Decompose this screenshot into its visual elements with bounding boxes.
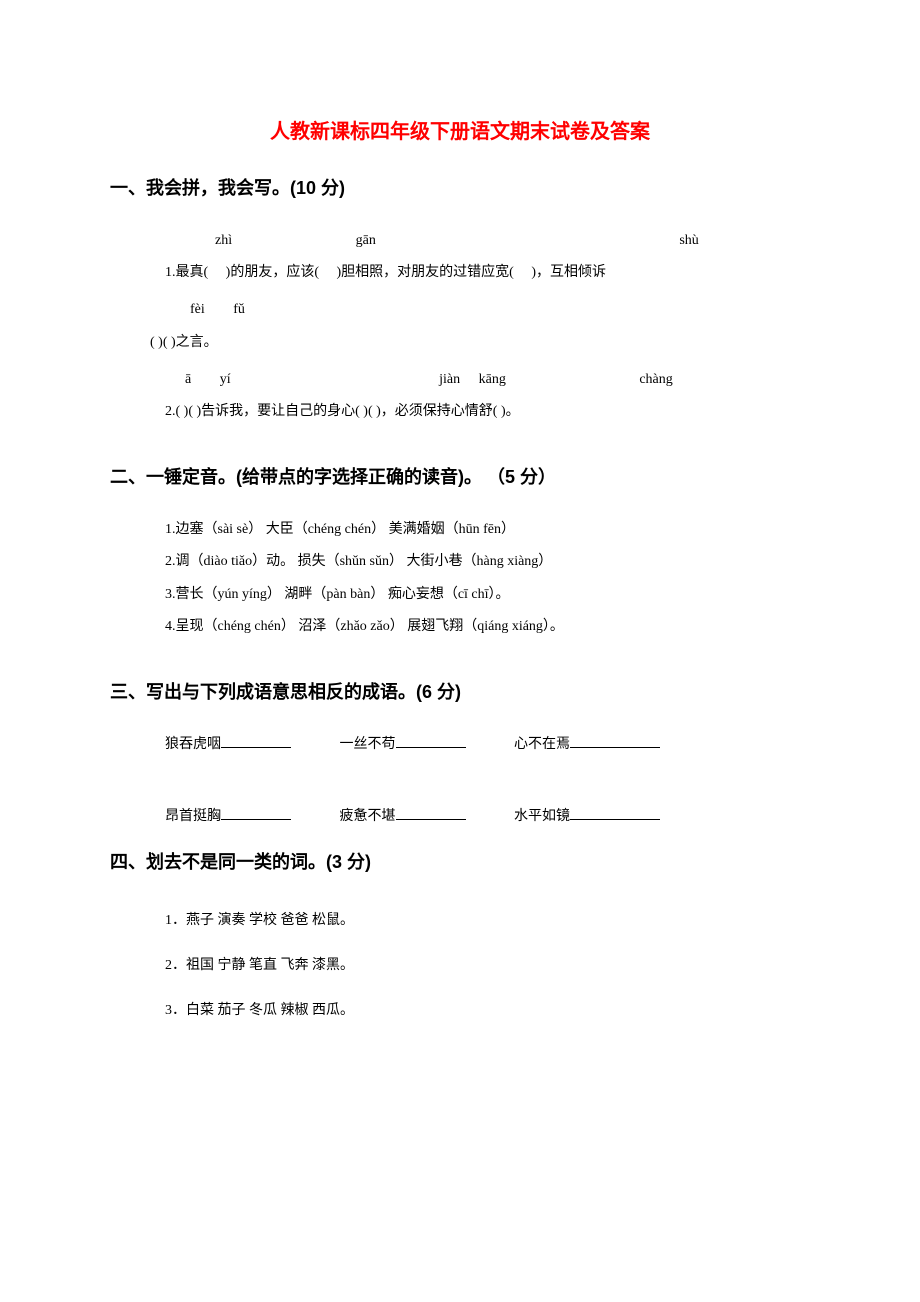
q1-text: 1.最真( <box>165 265 208 280</box>
section4-header: 四、划去不是同一类的词。(3 分) <box>110 848 810 874</box>
question-1-cont: ( )( )之言。 <box>150 327 810 359</box>
section4-item: 1．燕子 演奏 学校 爸爸 松鼠。 <box>165 899 810 944</box>
pinyin-text: yí <box>220 364 231 396</box>
idiom-row-2: 昂首挺胸 疲惫不堪 水平如镜 <box>165 801 810 833</box>
question-2-line: 2.( )( )告诉我，要让自己的身心( )( )，必须保持心情舒( )。 <box>165 396 810 428</box>
section2-content: 1.边塞（sài sè） 大臣（chéng chén） 美满婚姻（hūn fēn… <box>110 514 810 643</box>
idiom-item: 疲惫不堪 <box>340 801 466 833</box>
idiom-text: 狼吞虎咽 <box>165 737 221 752</box>
pinyin-text: jiàn <box>439 364 460 396</box>
idiom-text: 一丝不苟 <box>340 737 396 752</box>
pinyin-text: shù <box>679 225 698 257</box>
idiom-item: 一丝不苟 <box>340 729 466 761</box>
blank-underline <box>396 734 466 748</box>
section1-content: zhì gān shù 1.最真( )的朋友，应该( )胆相照，对朋友的过错应宽… <box>110 225 810 428</box>
section4-content: 1．燕子 演奏 学校 爸爸 松鼠。 2．祖国 宁静 笔直 飞奔 漆黑。 3．白菜… <box>110 899 810 1033</box>
section2-item: 2.调（diào tiǎo）动。 损失（shǔn sǔn） 大街小巷（hàng … <box>165 546 810 578</box>
pinyin-text: gān <box>356 225 376 257</box>
idiom-text: 疲惫不堪 <box>340 809 396 824</box>
section2-item: 4.呈现（chéng chén） 沼泽（zhǎo zǎo） 展翅飞翔（qiáng… <box>165 611 810 643</box>
blank-underline <box>221 734 291 748</box>
pinyin-text: kāng <box>479 364 506 396</box>
idiom-text: 心不在焉 <box>514 737 570 752</box>
pinyin-text: chàng <box>639 364 672 396</box>
section4-item: 3．白菜 茄子 冬瓜 辣椒 西瓜。 <box>165 989 810 1034</box>
q1-text: )，互相倾诉 <box>531 265 606 280</box>
q1-text: )的朋友，应该( <box>226 265 319 280</box>
document-title: 人教新课标四年级下册语文期末试卷及答案 <box>110 115 810 144</box>
blank-underline <box>221 806 291 820</box>
idiom-item: 狼吞虎咽 <box>165 729 291 761</box>
idiom-text: 昂首挺胸 <box>165 809 221 824</box>
q1-text: )胆相照，对朋友的过错应宽( <box>337 265 514 280</box>
pinyin-text: zhì <box>215 225 232 257</box>
idiom-row-1: 狼吞虎咽 一丝不苟 心不在焉 <box>165 729 810 761</box>
section2-item: 3.营长（yún yíng） 湖畔（pàn bàn） 痴心妄想（cī chī）。 <box>165 579 810 611</box>
blank-underline <box>396 806 466 820</box>
pinyin-row-3: ā yí jiàn kāng chàng <box>165 364 810 396</box>
question-1-line: 1.最真( )的朋友，应该( )胆相照，对朋友的过错应宽( )，互相倾诉 <box>165 257 810 289</box>
section2-item: 1.边塞（sài sè） 大臣（chéng chén） 美满婚姻（hūn fēn… <box>165 514 810 546</box>
section3-header: 三、写出与下列成语意思相反的成语。(6 分) <box>110 678 810 704</box>
pinyin-row-1: zhì gān shù <box>165 225 810 257</box>
pinyin-text: ā <box>185 364 191 396</box>
pinyin-row-2: fèi fǔ <box>165 294 810 326</box>
idiom-item: 心不在焉 <box>514 729 660 761</box>
blank-underline <box>570 806 660 820</box>
pinyin-text: fèi <box>190 294 205 326</box>
section2-header: 二、一锤定音。(给带点的字选择正确的读音)。 （5 分） <box>110 463 810 489</box>
section4-item: 2．祖国 宁静 笔直 飞奔 漆黑。 <box>165 944 810 989</box>
blank-underline <box>570 734 660 748</box>
section3-content: 狼吞虎咽 一丝不苟 心不在焉 昂首挺胸 疲惫不堪 水平如镜 <box>110 729 810 833</box>
idiom-item: 昂首挺胸 <box>165 801 291 833</box>
idiom-text: 水平如镜 <box>514 809 570 824</box>
section1-header: 一、我会拼，我会写。(10 分) <box>110 174 810 200</box>
pinyin-text: fǔ <box>233 294 245 326</box>
idiom-item: 水平如镜 <box>514 801 660 833</box>
